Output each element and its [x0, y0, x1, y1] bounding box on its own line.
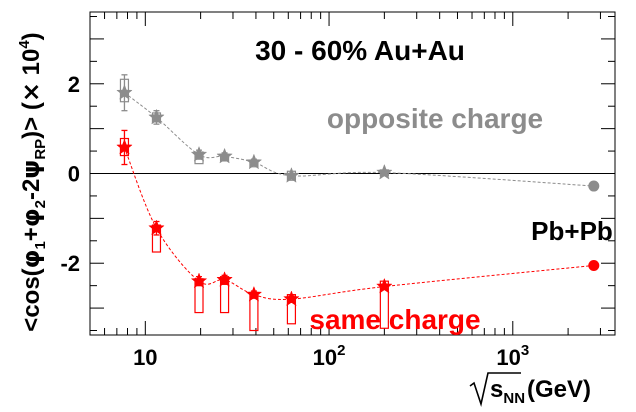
x-tick-label: 103: [496, 342, 529, 370]
y-tick-label: 2: [68, 72, 80, 97]
data-point: [116, 84, 133, 100]
sqrt-sign: [469, 372, 521, 407]
series-label-same: same charge: [309, 304, 480, 335]
data-point: [376, 277, 393, 294]
svg-text:(GeV): (GeV): [527, 376, 591, 403]
y-axis-label: <cos(φ1+φ2-2ψRP)> (× 104): [16, 32, 49, 331]
data-point: [116, 138, 133, 155]
data-point: [376, 163, 393, 180]
data-point: [190, 272, 208, 289]
data-point: [148, 108, 165, 125]
data-point: [190, 145, 208, 162]
y-tick-label: -2: [60, 251, 80, 276]
y-tick-label: 0: [68, 162, 80, 187]
data-point: [283, 290, 300, 307]
pbpb-markers: [588, 180, 600, 271]
series-label-opposite: opposite charge: [327, 103, 543, 134]
data-point: [283, 167, 300, 183]
x-axis-label: sNN (GeV): [469, 372, 591, 407]
pbpb-label: Pb+Pb: [531, 216, 613, 246]
data-point: [216, 271, 233, 287]
chart-title: 30 - 60% Au+Au: [255, 35, 465, 66]
series-curve: [123, 147, 594, 300]
series-curve: [124, 92, 594, 187]
svg-text:sNN: sNN: [490, 376, 525, 407]
pbpb-point: [588, 180, 600, 192]
x-tick-label: 102: [313, 342, 346, 370]
pbpb-point: [588, 259, 600, 271]
x-tick-label: 10: [133, 345, 157, 370]
data-markers: [116, 84, 393, 307]
data-point: [216, 147, 233, 164]
axis-ticks: 2 0 -2 10 102 103: [60, 12, 615, 370]
data-point: [148, 219, 165, 236]
data-point: [245, 285, 263, 302]
data-point: [245, 153, 263, 170]
